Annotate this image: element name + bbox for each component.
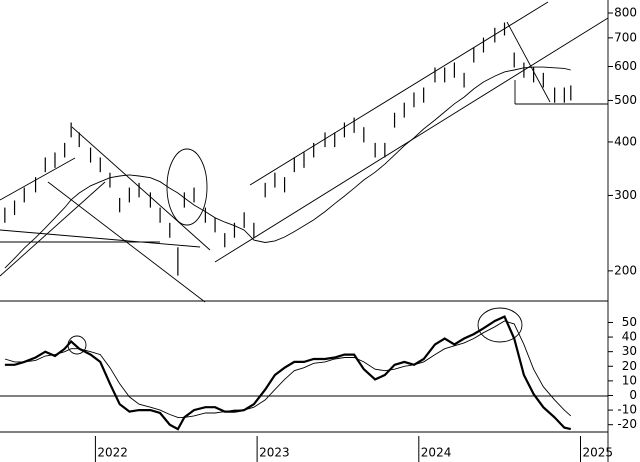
y-tick-label: 500	[614, 93, 637, 107]
y-tick-label: 700	[614, 30, 637, 44]
highlight-circle	[477, 307, 523, 343]
y-tick-label: -20	[617, 417, 637, 431]
x-tick-label: 2024	[421, 446, 452, 460]
y-tick-label: 300	[614, 188, 637, 202]
highlight-circle	[166, 148, 208, 226]
x-tick-label: 2023	[259, 446, 290, 460]
oscillator-line	[4, 320, 572, 418]
x-tick-label: 2025	[583, 446, 614, 460]
y-tick-label: 30	[622, 344, 637, 358]
y-tick-label: 10	[622, 373, 637, 387]
y-tick-label: 40	[622, 330, 637, 344]
y-tick-label: 50	[622, 315, 637, 329]
y-tick-label: 600	[614, 59, 637, 73]
trend-line	[0, 229, 201, 248]
y-tick-label: 200	[614, 263, 637, 277]
y-tick-label: 800	[614, 6, 637, 20]
trend-line	[249, 1, 549, 186]
frame	[0, 0, 609, 462]
y-tick-label: 400	[614, 134, 637, 148]
y-tick-label: 0	[629, 388, 637, 402]
trend-line	[0, 157, 76, 201]
trend-line	[71, 126, 211, 251]
trend-line	[0, 181, 106, 277]
trend-line	[506, 21, 551, 103]
y-tick-label: -10	[617, 403, 637, 417]
annotations	[0, 1, 609, 355]
y-tick-label: 20	[622, 359, 637, 373]
moving-average	[4, 66, 571, 269]
oscillator-line	[4, 315, 572, 431]
x-tick-label: 2022	[97, 446, 128, 460]
